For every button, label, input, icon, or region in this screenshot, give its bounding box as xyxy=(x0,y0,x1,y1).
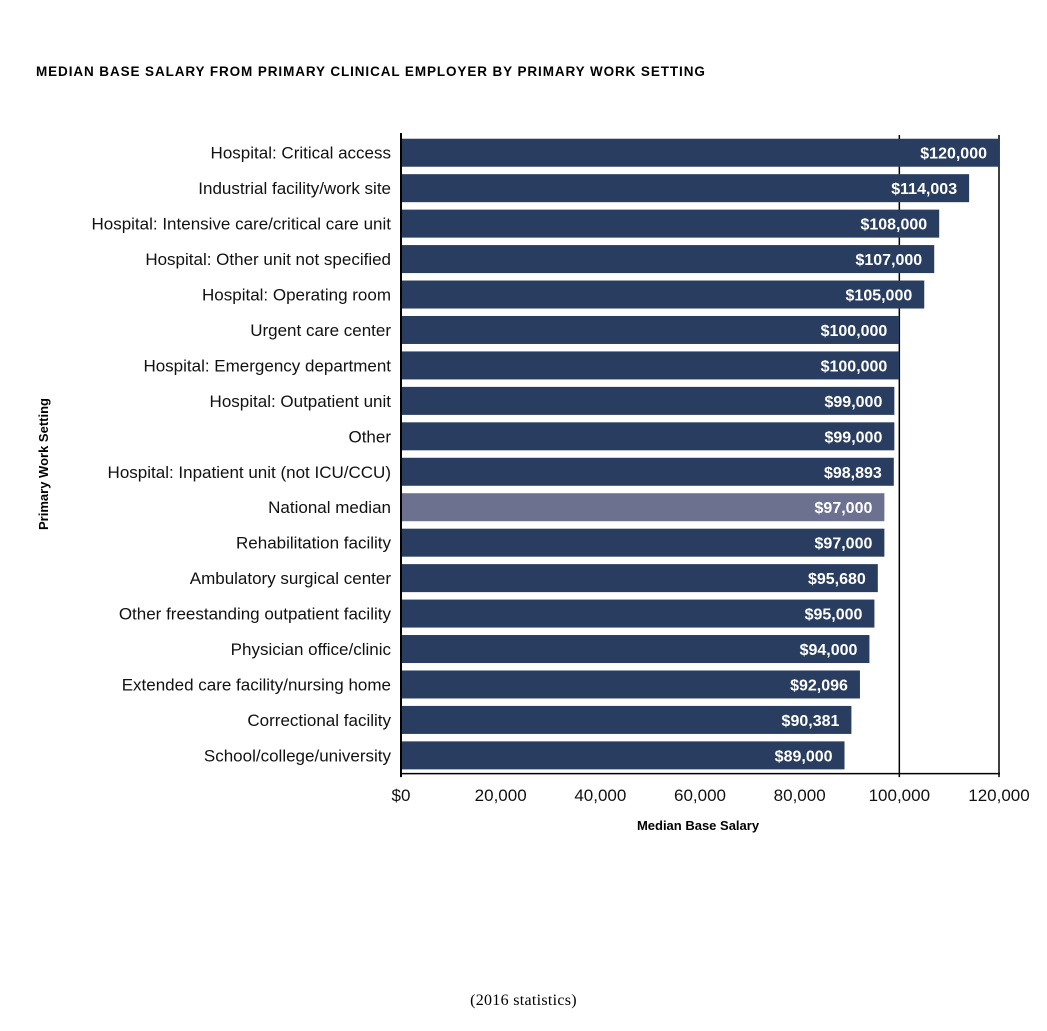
bar-12 xyxy=(401,564,878,593)
bar-10 xyxy=(401,493,885,522)
bar-9 xyxy=(401,457,894,486)
bar-1 xyxy=(401,174,970,203)
x-tick-label-5: 100,000 xyxy=(869,786,930,805)
category-label-7: Hospital: Outpatient unit xyxy=(210,392,392,411)
value-label-16: $90,381 xyxy=(782,713,840,730)
bar-13 xyxy=(401,599,875,628)
value-label-11: $97,000 xyxy=(815,536,873,553)
value-label-3: $107,000 xyxy=(855,252,922,269)
bar-8 xyxy=(401,422,895,451)
x-tick-label-6: 120,000 xyxy=(968,786,1029,805)
category-label-8: Other xyxy=(348,427,391,446)
value-label-10: $97,000 xyxy=(815,500,873,517)
x-tick-label-2: 40,000 xyxy=(574,786,626,805)
category-label-13: Other freestanding outpatient facility xyxy=(119,605,392,624)
category-label-3: Hospital: Other unit not specified xyxy=(145,250,391,269)
category-label-9: Hospital: Inpatient unit (not ICU/CCU) xyxy=(108,463,391,482)
x-tick-label-1: 20,000 xyxy=(475,786,527,805)
bar-16 xyxy=(401,705,852,734)
bar-11 xyxy=(401,528,885,557)
x-axis-ticks: $0 20,000 40,000 60,000 80,000 100,000 120,000 xyxy=(392,786,1030,805)
value-label-1: $114,003 xyxy=(891,181,957,198)
x-tick-label-0: $0 xyxy=(392,786,411,805)
bar-4 xyxy=(401,280,925,309)
value-label-2: $108,000 xyxy=(860,217,927,234)
category-label-5: Urgent care center xyxy=(250,321,391,340)
y-axis-title: Primary Work Setting xyxy=(36,398,51,530)
x-tick-label-4: 80,000 xyxy=(774,786,826,805)
value-label-4: $105,000 xyxy=(846,288,913,305)
bar-6 xyxy=(401,351,900,380)
gridlines xyxy=(898,135,1000,778)
category-labels: Hospital: Critical access Industrial faci… xyxy=(91,144,391,766)
value-label-13: $95,000 xyxy=(805,607,863,624)
category-label-17: School/college/university xyxy=(204,746,392,765)
category-label-14: Physician office/clinic xyxy=(231,640,392,659)
value-label-17: $89,000 xyxy=(775,748,833,765)
value-label-7: $99,000 xyxy=(825,394,883,411)
value-label-5: $100,000 xyxy=(821,323,888,340)
category-label-11: Rehabilitation facility xyxy=(236,534,391,553)
x-axis-title: Median Base Salary xyxy=(637,818,760,833)
value-label-14: $94,000 xyxy=(800,642,858,659)
value-label-0: $120,000 xyxy=(920,146,987,163)
bar-17 xyxy=(401,741,845,770)
bar-0 xyxy=(401,138,999,167)
category-label-4: Hospital: Operating room xyxy=(202,286,391,305)
bar-14 xyxy=(401,635,870,664)
value-label-9: $98,893 xyxy=(824,465,882,482)
bar-3 xyxy=(401,245,935,274)
value-label-6: $100,000 xyxy=(821,358,888,375)
category-label-2: Hospital: Intensive care/critical care u… xyxy=(91,215,391,234)
bars xyxy=(401,138,999,770)
value-label-12: $95,680 xyxy=(808,571,866,588)
category-label-6: Hospital: Emergency department xyxy=(143,356,391,375)
category-label-0: Hospital: Critical access xyxy=(211,144,391,163)
chart-title: MEDIAN BASE SALARY FROM PRIMARY CLINICAL… xyxy=(36,64,706,79)
category-label-16: Correctional facility xyxy=(247,711,391,730)
category-label-15: Extended care facility/nursing home xyxy=(122,675,391,694)
bar-15 xyxy=(401,670,860,699)
category-label-10: National median xyxy=(268,498,391,517)
x-tick-label-3: 60,000 xyxy=(674,786,726,805)
footnote: (2016 statistics) xyxy=(470,992,577,1009)
bar-7 xyxy=(401,386,895,415)
category-label-1: Industrial facility/work site xyxy=(198,179,391,198)
value-label-8: $99,000 xyxy=(825,429,883,446)
bar-5 xyxy=(401,315,900,344)
value-label-15: $92,096 xyxy=(790,677,848,694)
category-label-12: Ambulatory surgical center xyxy=(190,569,392,588)
bar-2 xyxy=(401,209,940,238)
value-labels: $120,000 $114,003 $108,000 $107,000 $105,000… xyxy=(775,146,987,766)
